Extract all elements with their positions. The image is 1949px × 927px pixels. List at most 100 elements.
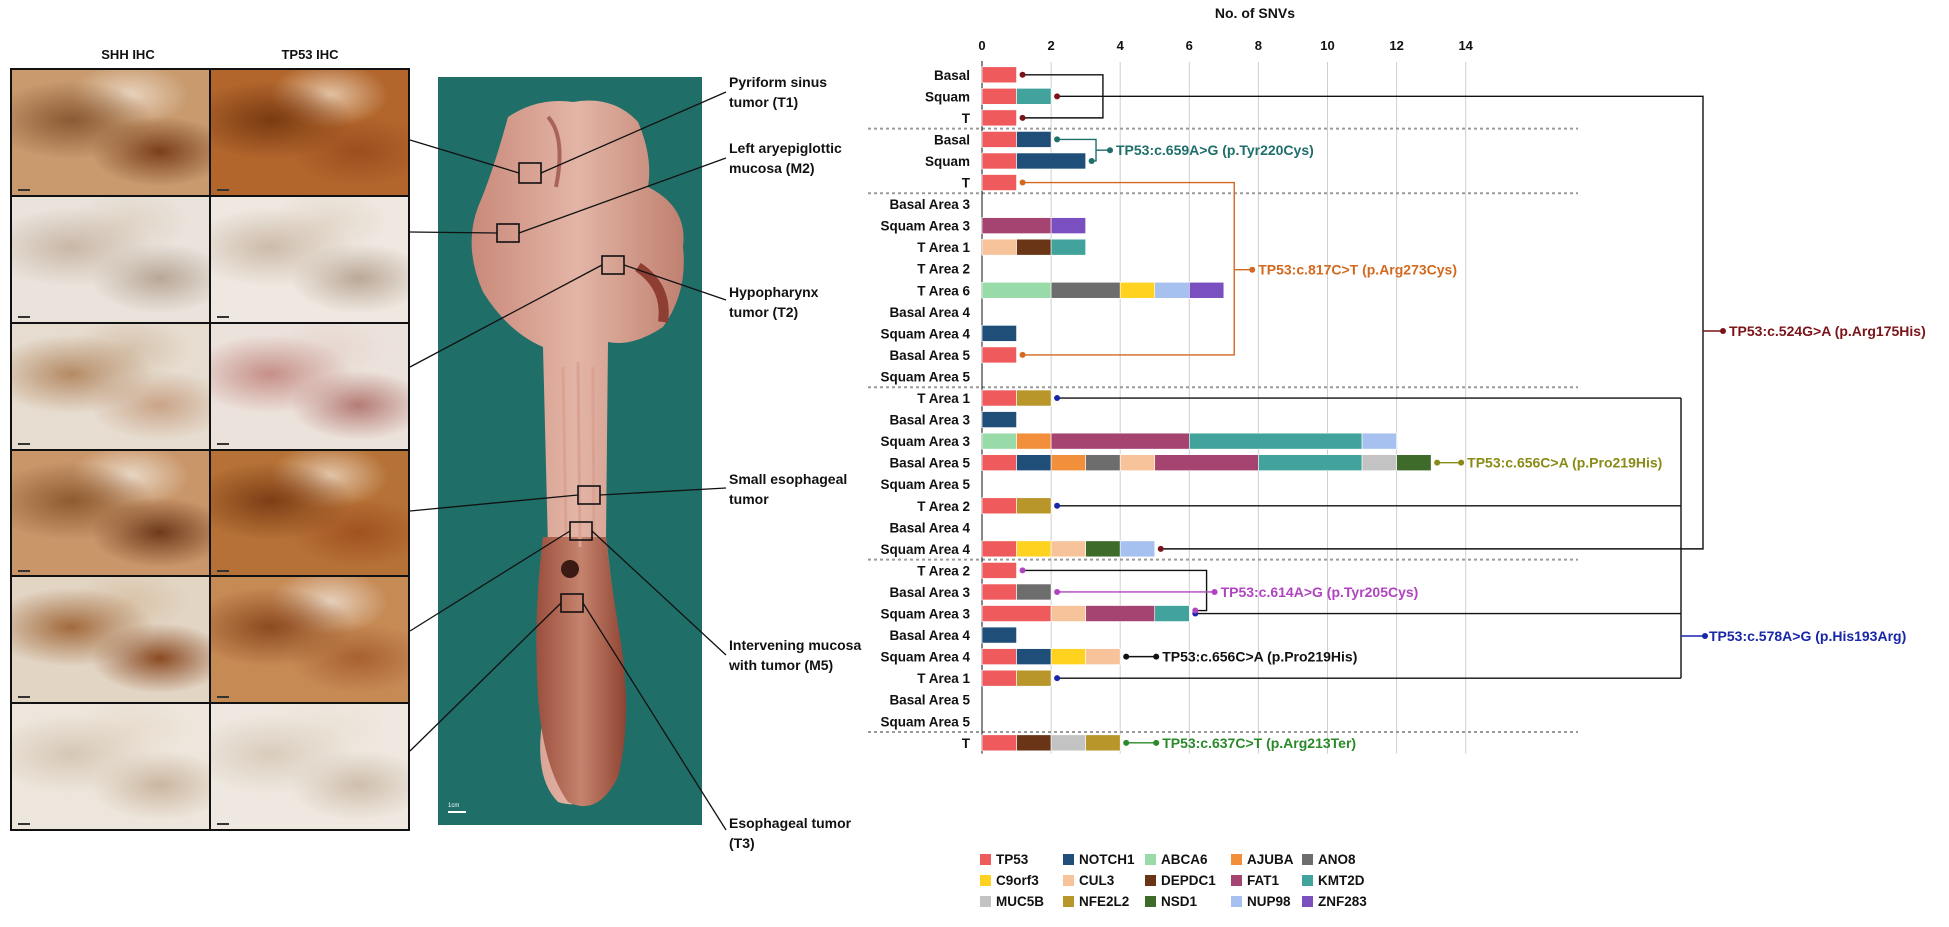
row-label: Squam xyxy=(925,89,970,104)
site-label-t3: Esophageal tumor (T3) xyxy=(729,813,851,853)
row-label: Squam Area 3 xyxy=(880,434,970,449)
x-tick-label: 0 xyxy=(978,38,985,53)
bar-segment-notch1 xyxy=(1016,131,1052,148)
row-label: Squam Area 5 xyxy=(880,369,970,384)
tile-connector xyxy=(409,139,520,174)
bracket-dot xyxy=(1458,459,1465,466)
ihc-tile-texture xyxy=(211,70,408,195)
bracket-dot xyxy=(1054,588,1061,595)
bar-segment-muc5b xyxy=(1361,454,1397,471)
legend-swatch-fat1 xyxy=(1231,875,1242,886)
bracket-dot xyxy=(1054,93,1061,100)
row-label: T Area 1 xyxy=(917,671,970,686)
mutation-annotation: TP53:c.524G>A (p.Arg175His) xyxy=(1729,323,1926,339)
site-label-line: mucosa (M2) xyxy=(729,160,815,176)
bar-segment-nup98 xyxy=(1119,540,1156,558)
tile-connector xyxy=(409,264,603,368)
row-label: Squam Area 4 xyxy=(880,326,970,341)
bar-segment-cul3 xyxy=(1050,540,1086,558)
site-label-line: Hypopharynx xyxy=(729,284,819,300)
site-label-line: Left aryepiglottic xyxy=(729,140,842,156)
bracket-dot xyxy=(1434,459,1441,466)
legend-label: FAT1 xyxy=(1247,873,1279,888)
row-label: Basal Area 4 xyxy=(889,520,970,535)
row-label: Basal xyxy=(934,132,970,147)
bar-segment-ajuba xyxy=(1016,432,1052,450)
row-label: Basal Area 5 xyxy=(889,693,970,708)
mutation-annotation: TP53:c.817C>T (p.Arg273Cys) xyxy=(1258,262,1457,278)
bar-segment-tp53 xyxy=(981,734,1017,752)
chart-grid xyxy=(868,62,1578,754)
label-connector xyxy=(599,487,727,496)
bar-segment-fat1 xyxy=(1154,454,1259,471)
bar-segment-c9orf3 xyxy=(1050,648,1086,665)
bracket-dot xyxy=(1054,395,1061,402)
site-label-line: (T3) xyxy=(729,835,755,851)
bar-segment-tp53 xyxy=(981,669,1017,687)
legend-label: ANO8 xyxy=(1318,852,1356,867)
bar-segment-ano8 xyxy=(1085,454,1121,471)
chart-bars xyxy=(981,66,1432,752)
legend-label: AJUBA xyxy=(1247,852,1294,867)
legend-swatch-nsd1 xyxy=(1145,896,1156,907)
row-label: Squam Area 5 xyxy=(880,477,970,492)
tile-connector xyxy=(409,530,571,632)
legend-swatch-nup98 xyxy=(1231,896,1242,907)
bar-segment-kmt2d xyxy=(1016,88,1052,105)
legend-swatch-muc5b xyxy=(980,896,991,907)
row-label: T Area 1 xyxy=(917,240,970,255)
ihc-tile-texture xyxy=(12,70,209,195)
esophagus-specimen-photo: 1cm xyxy=(438,77,702,825)
bracket-dot xyxy=(1123,653,1130,660)
ihc-scale-bar xyxy=(18,696,30,698)
ihc-scale-bar xyxy=(217,316,229,318)
legend-swatch-kmt2d xyxy=(1302,875,1313,886)
bar-segment-abca6 xyxy=(981,281,1052,299)
ihc-scale-bar xyxy=(217,696,229,698)
row-label: Basal Area 4 xyxy=(889,305,970,320)
x-tick-label: 14 xyxy=(1458,38,1473,53)
bracket-dot xyxy=(1019,567,1026,574)
bar-segment-notch1 xyxy=(1016,454,1052,471)
bar-segment-nfe2l2 xyxy=(1016,497,1052,515)
site-label-line: Pyriform sinus xyxy=(729,74,828,90)
ihc-tile-texture xyxy=(211,197,408,322)
legend-label: TP53 xyxy=(996,852,1029,867)
legend-label: NUP98 xyxy=(1247,894,1291,909)
label-connector xyxy=(582,602,727,831)
ihc-tile-texture xyxy=(12,577,209,702)
bar-segment-cul3 xyxy=(981,238,1017,256)
bar-segment-tp53 xyxy=(981,88,1017,105)
row-label: T xyxy=(962,111,971,126)
bracket-dot xyxy=(1019,351,1026,358)
bar-segment-muc5b xyxy=(1050,734,1086,752)
bar-segment-nfe2l2 xyxy=(1016,389,1052,407)
row-label: Basal Area 5 xyxy=(889,348,970,363)
bar-segment-tp53 xyxy=(981,152,1017,170)
row-label: Squam Area 3 xyxy=(880,607,970,622)
tp53-ihc-header: TP53 IHC xyxy=(281,47,339,62)
site-connectors xyxy=(409,91,727,831)
x-tick-label: 6 xyxy=(1186,38,1193,53)
ihc-tile xyxy=(10,322,211,451)
bar-segment-fat1 xyxy=(981,217,1052,234)
row-label: Basal Area 3 xyxy=(889,197,970,212)
bar-segment-tp53 xyxy=(981,648,1017,665)
row-label: T Area 2 xyxy=(917,499,970,514)
bar-segment-notch1 xyxy=(1016,152,1086,170)
bar-segment-nup98 xyxy=(1361,432,1397,450)
ihc-scale-bar xyxy=(217,823,229,825)
x-tick-label: 8 xyxy=(1255,38,1262,53)
ihc-tile-texture xyxy=(12,197,209,322)
bracket-dot xyxy=(1153,653,1160,660)
site-label-line: Small esophageal xyxy=(729,471,848,487)
row-label: Basal Area 4 xyxy=(889,628,970,643)
ihc-tile-texture xyxy=(12,451,209,576)
site-label-line: Esophageal tumor xyxy=(729,815,852,831)
row-label: Basal xyxy=(934,68,970,83)
ihc-tile xyxy=(209,702,410,831)
specimen-fold xyxy=(561,361,596,548)
bar-segment-kmt2d xyxy=(1050,238,1086,256)
bar-segment-ano8 xyxy=(1016,583,1052,601)
site-label-line: with tumor (M5) xyxy=(729,657,834,673)
